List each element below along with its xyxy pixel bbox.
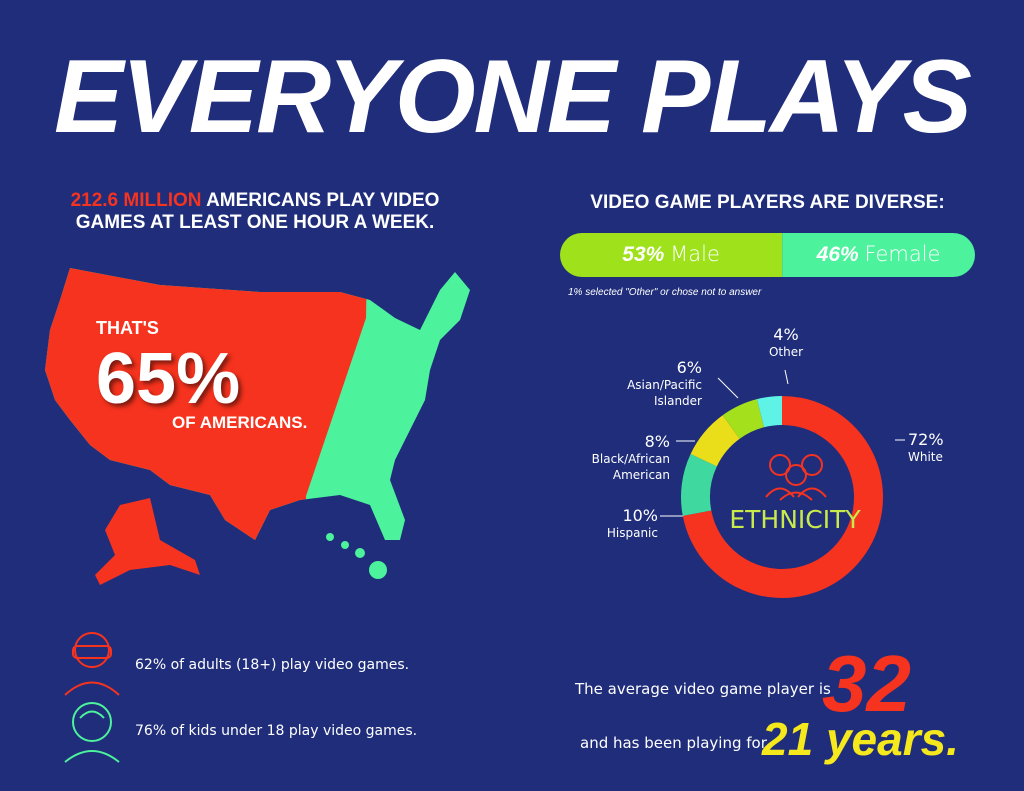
map-hawaii (326, 533, 387, 579)
map-lead: THAT'S (96, 318, 159, 338)
gender-segment (560, 233, 783, 277)
donut-segment (756, 396, 782, 428)
ethnicity-pct: 8% (644, 432, 670, 451)
ethnicity-label: 6% Asian/Pacific Islander (610, 358, 702, 409)
map-alaska (95, 498, 200, 585)
kid-icon (64, 702, 120, 763)
ethnicity-pct: 72% (908, 430, 944, 449)
donut-segment (681, 453, 717, 516)
ethnicity-label: 72% White (908, 430, 978, 465)
gender-pct: 46% (816, 243, 859, 266)
players-text: AMERICANS PLAY VIDEO GAMES AT LEAST ONE … (75, 190, 440, 233)
gender-category: Male (670, 242, 720, 266)
donut-segment (690, 415, 740, 467)
gender-segment (782, 233, 975, 277)
gender-category: Female (864, 242, 941, 266)
map-value: 65% (96, 339, 241, 419)
ethnicity-pct: 6% (676, 358, 702, 377)
tenure-value: 21 years. (762, 713, 959, 765)
ethnicity-category: Other (768, 345, 804, 359)
ethnicity-label: 4% Other (755, 325, 817, 360)
ethnicity-category: Black/African American (591, 452, 670, 482)
stat-kids: 76% of kids under 18 play video games. (135, 723, 418, 739)
ethnicity-category: Asian/Pacific Islander (627, 378, 702, 408)
donut-segment (722, 399, 765, 439)
players-highlight: 212.6 MILLION (70, 190, 202, 211)
stat-adults: 62% of adults (18+) play video games. (135, 657, 410, 673)
gender-label: 53% Male (560, 242, 782, 267)
gender-pct: 53% (622, 243, 665, 266)
gender-bar (560, 233, 975, 277)
ethnicity-label: 10% Hispanic (570, 506, 658, 541)
age-value: 32 (822, 639, 911, 728)
ethnicity-pct: 4% (773, 325, 799, 344)
adult-icon (64, 632, 120, 696)
tenure-text: and has been playing for (580, 734, 767, 752)
map-tail: OF AMERICANS. (172, 413, 308, 432)
ethnicity-category: Hispanic (606, 526, 658, 540)
gender-title: VIDEO GAME PLAYERS ARE DIVERSE: (590, 192, 945, 213)
title: EVERYONE PLAYS (54, 39, 972, 155)
us-map (45, 268, 470, 585)
ethnicity-pct: 10% (622, 506, 658, 525)
gender-note: 1% selected "Other" or chose not to answ… (568, 287, 762, 298)
gender-label: 46% Female (782, 242, 975, 267)
ethnicity-icon (765, 454, 827, 501)
ethnicity-category: White (908, 450, 943, 464)
age-text: The average video game player is (575, 680, 831, 698)
leader-lines (660, 369, 905, 517)
players-headline: 212.6 MILLION AMERICANS PLAY VIDEO GAMES… (60, 190, 450, 234)
ethnicity-title: ETHNICITY (729, 505, 861, 534)
ethnicity-label: 8% Black/African American (540, 432, 670, 483)
